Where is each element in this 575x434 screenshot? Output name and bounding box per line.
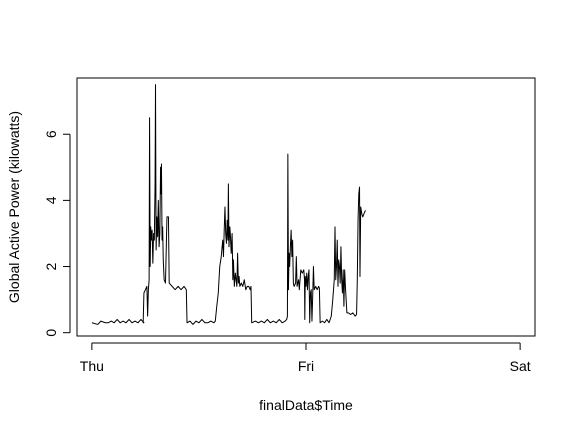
series-layer bbox=[91, 84, 366, 325]
x-tick-label: Thu bbox=[80, 358, 104, 374]
x-axis-title: finalData$Time bbox=[259, 397, 353, 413]
x-tick-label: Fri bbox=[298, 358, 314, 374]
x-axis: Thu Fri Sat bbox=[80, 342, 531, 374]
plot-frame bbox=[76, 77, 536, 337]
y-tick-label: 2 bbox=[43, 262, 59, 270]
series-line-0 bbox=[91, 84, 366, 325]
y-tick-label: 6 bbox=[43, 130, 59, 138]
y-tick-label: 4 bbox=[43, 196, 59, 204]
y-axis: 0 2 4 6 bbox=[43, 130, 71, 337]
x-tick-label: Sat bbox=[510, 358, 531, 374]
y-axis-title: Global Active Power (kilowatts) bbox=[6, 111, 22, 303]
y-tick-label: 0 bbox=[43, 329, 59, 337]
